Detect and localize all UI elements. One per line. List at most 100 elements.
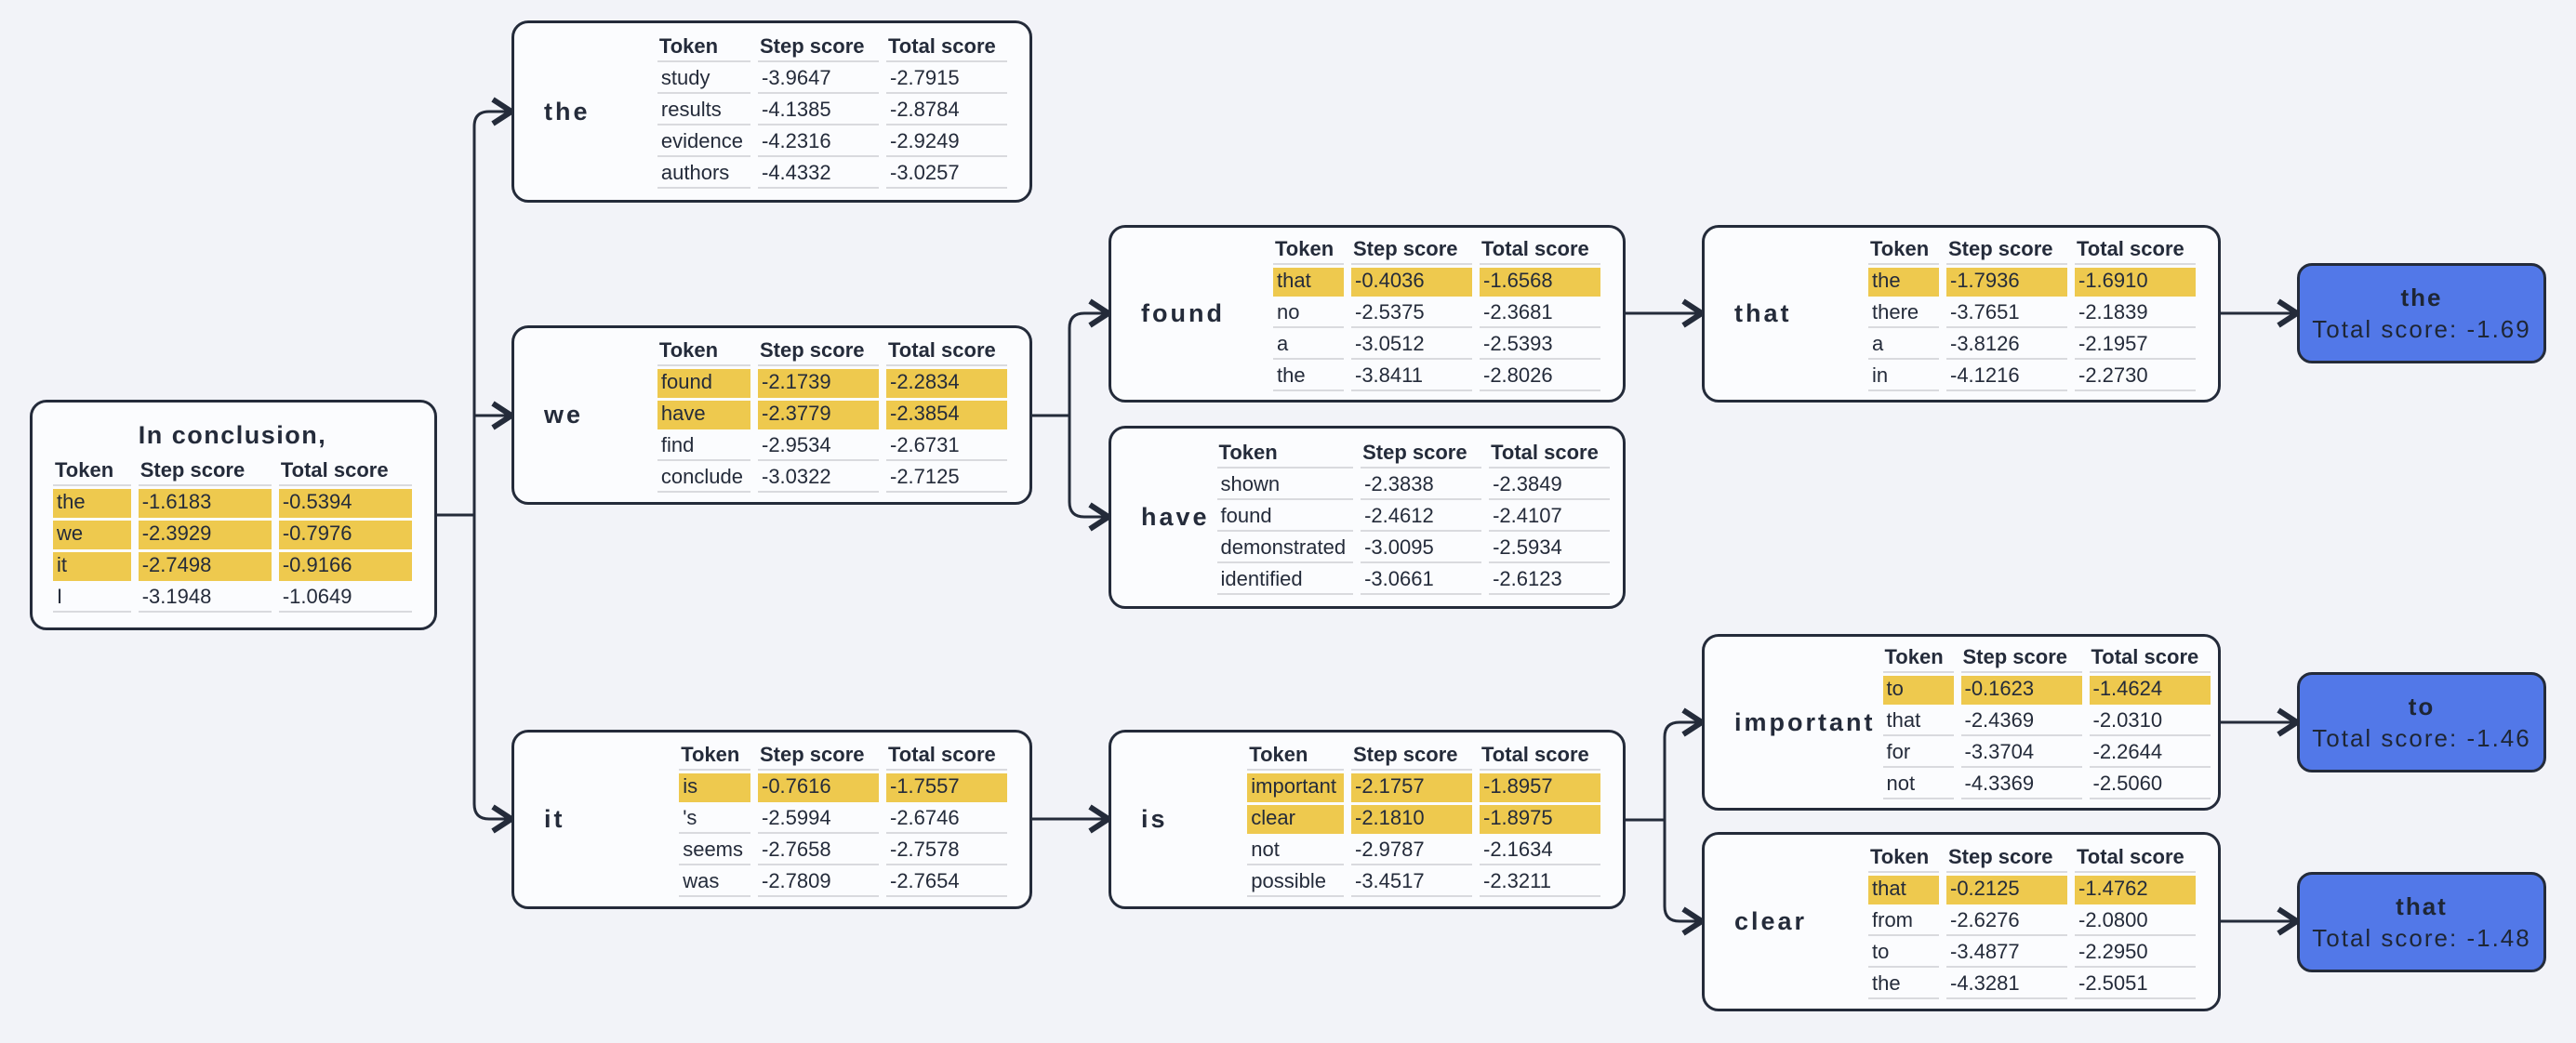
token-cell: the — [53, 489, 131, 518]
table-row[interactable]: the -1.7936 -1.6910 — [1868, 267, 2196, 297]
node-found[interactable]: found Token Step score Total score that … — [1109, 225, 1626, 403]
header-row: Token Step score Total score — [657, 34, 1007, 62]
col-header-total-score: Total score — [1480, 743, 1600, 771]
token-cell: important — [1247, 772, 1344, 802]
table-row[interactable]: the -1.6183 -0.5394 — [53, 489, 412, 518]
score-table: Token Step score Total score the -1.7936… — [1861, 234, 2203, 394]
final-token-label: to — [2408, 692, 2436, 720]
final-node-that[interactable]: that Total score: -1.48 — [2297, 872, 2546, 972]
node-root[interactable]: In conclusion, Token Step score Total sc… — [30, 400, 437, 630]
step-score-cell: -2.7658 — [758, 837, 879, 865]
table-row[interactable]: there -3.7651 -2.1839 — [1868, 299, 2196, 328]
table-row[interactable]: not -4.3369 -2.5060 — [1882, 771, 2211, 799]
table-row[interactable]: for -3.3704 -2.2644 — [1882, 739, 2211, 768]
table-row[interactable]: in -4.1216 -2.2730 — [1868, 363, 2196, 391]
step-score-cell: -3.8126 — [1946, 331, 2067, 360]
header-row: Token Step score Total score — [1273, 237, 1600, 265]
table-row[interactable]: important -2.1757 -1.8957 — [1247, 772, 1600, 802]
token-cell: have — [657, 400, 750, 429]
table-row[interactable]: found -2.1739 -2.2834 — [657, 368, 1007, 398]
table-row[interactable]: conclude -3.0322 -2.7125 — [657, 464, 1007, 493]
col-header-total-score: Total score — [278, 458, 412, 486]
table-row[interactable]: evidence -4.2316 -2.9249 — [657, 128, 1007, 157]
total-score-cell: -2.6731 — [886, 432, 1007, 461]
step-score-cell: -3.0512 — [1351, 331, 1472, 360]
final-node-the[interactable]: the Total score: -1.69 — [2297, 263, 2546, 363]
node-it[interactable]: it Token Step score Total score is -0.76… — [511, 730, 1032, 909]
table-row[interactable]: study -3.9647 -2.7915 — [657, 65, 1007, 94]
col-header-step-score: Step score — [1946, 237, 2067, 265]
col-header-total-score: Total score — [2075, 845, 2196, 873]
step-score-cell: -1.6183 — [138, 489, 272, 518]
table-row[interactable]: no -2.5375 -2.3681 — [1273, 299, 1600, 328]
step-score-cell: -3.3704 — [1960, 739, 2082, 768]
table-row[interactable]: that -0.4036 -1.6568 — [1273, 267, 1600, 297]
total-score-cell: -1.8975 — [1480, 804, 1600, 834]
token-cell: clear — [1247, 804, 1344, 834]
header-row: Token Step score Total score — [1216, 441, 1611, 469]
node-clear[interactable]: clear Token Step score Total score that … — [1702, 832, 2221, 1011]
table-row[interactable]: was -2.7809 -2.7654 — [679, 868, 1007, 897]
token-cell: found — [657, 368, 750, 398]
table-row[interactable]: it -2.7498 -0.9166 — [53, 552, 412, 581]
score-table: Token Step score Total score that -0.403… — [1266, 234, 1608, 394]
score-table: Token Step score Total score is -0.7616 … — [671, 740, 1015, 900]
table-row[interactable]: a -3.0512 -2.5393 — [1273, 331, 1600, 360]
table-row[interactable]: a -3.8126 -2.1957 — [1868, 331, 2196, 360]
total-score-cell: -2.1957 — [2075, 331, 2196, 360]
total-score-cell: -2.2644 — [2089, 739, 2211, 768]
col-header-total-score: Total score — [1489, 441, 1611, 469]
node-the[interactable]: the Token Step score Total score study -… — [511, 20, 1032, 203]
token-cell: possible — [1247, 868, 1344, 897]
token-cell: the — [1868, 970, 1939, 999]
col-header-token: Token — [657, 338, 750, 366]
step-score-cell: -2.9534 — [758, 432, 879, 461]
col-header-token: Token — [1882, 645, 1954, 673]
table-row[interactable]: 's -2.5994 -2.6746 — [679, 805, 1007, 834]
table-row[interactable]: to -3.4877 -2.2950 — [1868, 939, 2196, 968]
table-row[interactable]: that -0.2125 -1.4762 — [1868, 875, 2196, 904]
step-score-cell: -2.4612 — [1361, 503, 1482, 532]
table-row[interactable]: I -3.1948 -1.0649 — [53, 584, 412, 613]
token-cell: for — [1882, 739, 1954, 768]
table-row[interactable]: to -0.1623 -1.4624 — [1882, 676, 2211, 705]
token-cell: not — [1247, 837, 1344, 865]
table-row[interactable]: find -2.9534 -2.6731 — [657, 432, 1007, 461]
table-row[interactable]: clear -2.1810 -1.8975 — [1247, 804, 1600, 834]
table-row[interactable]: demonstrated -3.0095 -2.5934 — [1216, 535, 1611, 563]
token-cell: that — [1273, 267, 1344, 297]
final-node-to[interactable]: to Total score: -1.46 — [2297, 672, 2546, 772]
table-row[interactable]: is -0.7616 -1.7557 — [679, 772, 1007, 802]
table-row[interactable]: seems -2.7658 -2.7578 — [679, 837, 1007, 865]
step-score-cell: -3.4877 — [1946, 939, 2067, 968]
step-score-cell: -3.0322 — [758, 464, 879, 493]
table-row[interactable]: not -2.9787 -2.1634 — [1247, 837, 1600, 865]
table-row[interactable]: the -3.8411 -2.8026 — [1273, 363, 1600, 391]
node-have[interactable]: have Token Step score Total score shown … — [1109, 426, 1626, 609]
step-score-cell: -2.5375 — [1351, 299, 1472, 328]
token-cell: that — [1868, 875, 1939, 904]
node-is[interactable]: is Token Step score Total score importan… — [1109, 730, 1626, 909]
col-header-token: Token — [53, 458, 131, 486]
step-score-cell: -2.5994 — [758, 805, 879, 834]
node-that[interactable]: that Token Step score Total score the -1… — [1702, 225, 2221, 403]
step-score-cell: -0.2125 — [1946, 875, 2067, 904]
table-row[interactable]: identified -3.0661 -2.6123 — [1216, 566, 1611, 595]
total-score-cell: -2.2834 — [886, 368, 1007, 398]
table-row[interactable]: possible -3.4517 -2.3211 — [1247, 868, 1600, 897]
table-row[interactable]: shown -2.3838 -2.3849 — [1216, 471, 1611, 500]
table-row[interactable]: the -4.3281 -2.5051 — [1868, 970, 2196, 999]
table-row[interactable]: that -2.4369 -2.0310 — [1882, 707, 2211, 736]
col-header-token: Token — [1868, 237, 1939, 265]
total-score-cell: -2.7125 — [886, 464, 1007, 493]
node-we[interactable]: we Token Step score Total score found -2… — [511, 325, 1032, 505]
table-row[interactable]: from -2.6276 -2.0800 — [1868, 907, 2196, 936]
node-important[interactable]: important Token Step score Total score t… — [1702, 634, 2221, 811]
table-row[interactable]: we -2.3929 -0.7976 — [53, 521, 412, 549]
table-row[interactable]: results -4.1385 -2.8784 — [657, 97, 1007, 125]
col-header-step-score: Step score — [758, 338, 879, 366]
table-row[interactable]: have -2.3779 -2.3854 — [657, 400, 1007, 429]
table-row[interactable]: found -2.4612 -2.4107 — [1216, 503, 1611, 532]
table-row[interactable]: authors -4.4332 -3.0257 — [657, 160, 1007, 189]
